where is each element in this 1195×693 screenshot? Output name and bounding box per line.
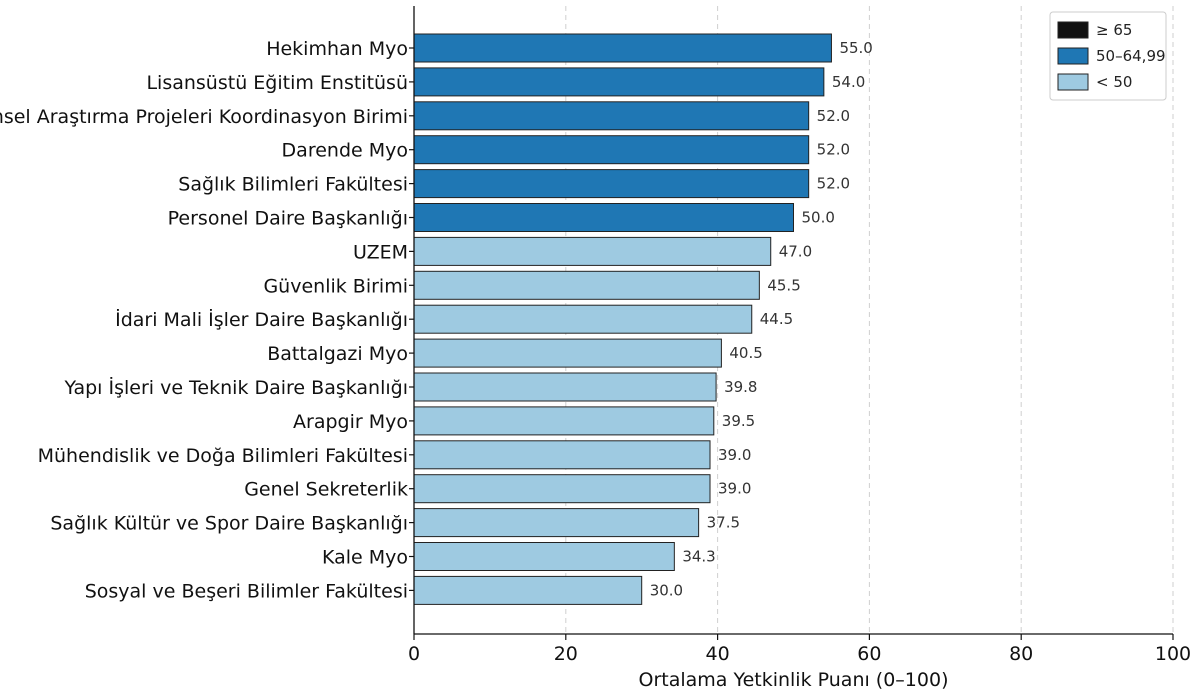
bar	[413, 67, 825, 97]
category-label: Lisansüstü Eğitim Enstitüsü	[146, 72, 408, 94]
bar-value-label: 52.0	[817, 141, 850, 159]
bar	[413, 101, 810, 131]
bar	[413, 270, 760, 300]
bar-value-label: 40.5	[729, 344, 762, 362]
x-tick-label: 100	[1155, 643, 1191, 665]
bar-value-label: 34.3	[682, 548, 715, 566]
legend-label: ≥ 65	[1096, 21, 1132, 39]
bar-value-label: 47.0	[779, 242, 812, 260]
bar-value-label: 39.0	[718, 480, 751, 498]
category-label: Battalgazi Myo	[267, 343, 408, 365]
x-tick-label: 20	[554, 643, 578, 665]
bar	[413, 236, 772, 266]
bar	[413, 575, 643, 605]
bar	[413, 33, 832, 63]
category-label: Sağlık Bilimleri Fakültesi	[178, 174, 408, 196]
x-tick-label: 40	[706, 643, 730, 665]
category-labels: Hekimhan Myo Lisansüstü Eğitim Enstitüsü B…	[0, 38, 414, 602]
bar	[413, 372, 717, 402]
category-label: Güvenlik Birimi	[263, 275, 408, 297]
bar-value-label: 45.5	[767, 276, 800, 294]
bar	[413, 440, 711, 470]
bar	[413, 135, 810, 165]
bar	[413, 508, 700, 538]
legend: ≥ 65 50–64,99 < 50	[1049, 11, 1167, 101]
bar	[413, 203, 794, 232]
category-label: İdari Mali İşler Daire Başkanlığı	[115, 308, 408, 331]
bar-value-label: 50.0	[802, 209, 835, 227]
axis-layer	[413, 6, 1173, 635]
category-label: Sosyal ve Beşeri Bilimler Fakültesi	[85, 580, 408, 602]
bar-value-label: 52.0	[817, 107, 850, 125]
x-tick-labels: 0 20 40 60 80 100	[408, 634, 1191, 665]
bar	[413, 169, 810, 199]
legend-swatch	[1057, 21, 1089, 39]
category-label: Sağlık Kültür ve Spor Daire Başkanlığı	[50, 513, 408, 535]
category-label: Personel Daire Başkanlığı	[168, 208, 408, 230]
bar-value-label: 37.5	[707, 514, 740, 532]
bar-value-label: 39.8	[724, 378, 757, 396]
category-label: Mühendislik ve Doğa Bilimleri Fakültesi	[38, 445, 408, 467]
category-label: Kale Myo	[322, 547, 408, 569]
bar-value-label: 39.5	[722, 412, 755, 430]
legend-label: 50–64,99	[1096, 47, 1166, 65]
bar-value-label: 55.0	[839, 39, 872, 57]
bar-value-label: 44.5	[760, 310, 793, 328]
bar	[413, 338, 722, 368]
bar	[413, 474, 711, 504]
x-tick-label: 60	[857, 643, 881, 665]
category-label: Hekimhan Myo	[266, 38, 408, 60]
bar	[413, 542, 675, 571]
category-label: Genel Sekreterlik	[244, 479, 408, 501]
category-label: Yapı İşleri ve Teknik Daire Başkanlığı	[63, 376, 408, 399]
bar-value-label: 30.0	[650, 581, 683, 599]
category-label: Arapgir Myo	[293, 411, 408, 433]
legend-swatch	[1057, 47, 1089, 65]
bar-value-label: 39.0	[718, 446, 751, 464]
x-axis-title: Ortalama Yetkinlik Puanı (0–100)	[639, 669, 949, 691]
category-label: Darende Myo	[282, 140, 408, 162]
legend-label: < 50	[1096, 73, 1132, 91]
bar	[413, 304, 753, 334]
bar-layer: 55.0 54.0 52.0 52.0 52.0 50.0 47.0 45.5 44.5 40.5…	[413, 33, 873, 605]
x-tick-label: 80	[1009, 643, 1033, 665]
bar-value-label: 54.0	[832, 73, 865, 91]
bar	[413, 406, 715, 436]
bar-value-label: 52.0	[817, 175, 850, 193]
category-label: Bilimsel Araştırma Projeleri Koordinasyo…	[0, 106, 408, 128]
legend-swatch	[1057, 73, 1089, 91]
x-tick-label: 0	[408, 643, 420, 665]
category-label: UZEM	[353, 241, 408, 263]
